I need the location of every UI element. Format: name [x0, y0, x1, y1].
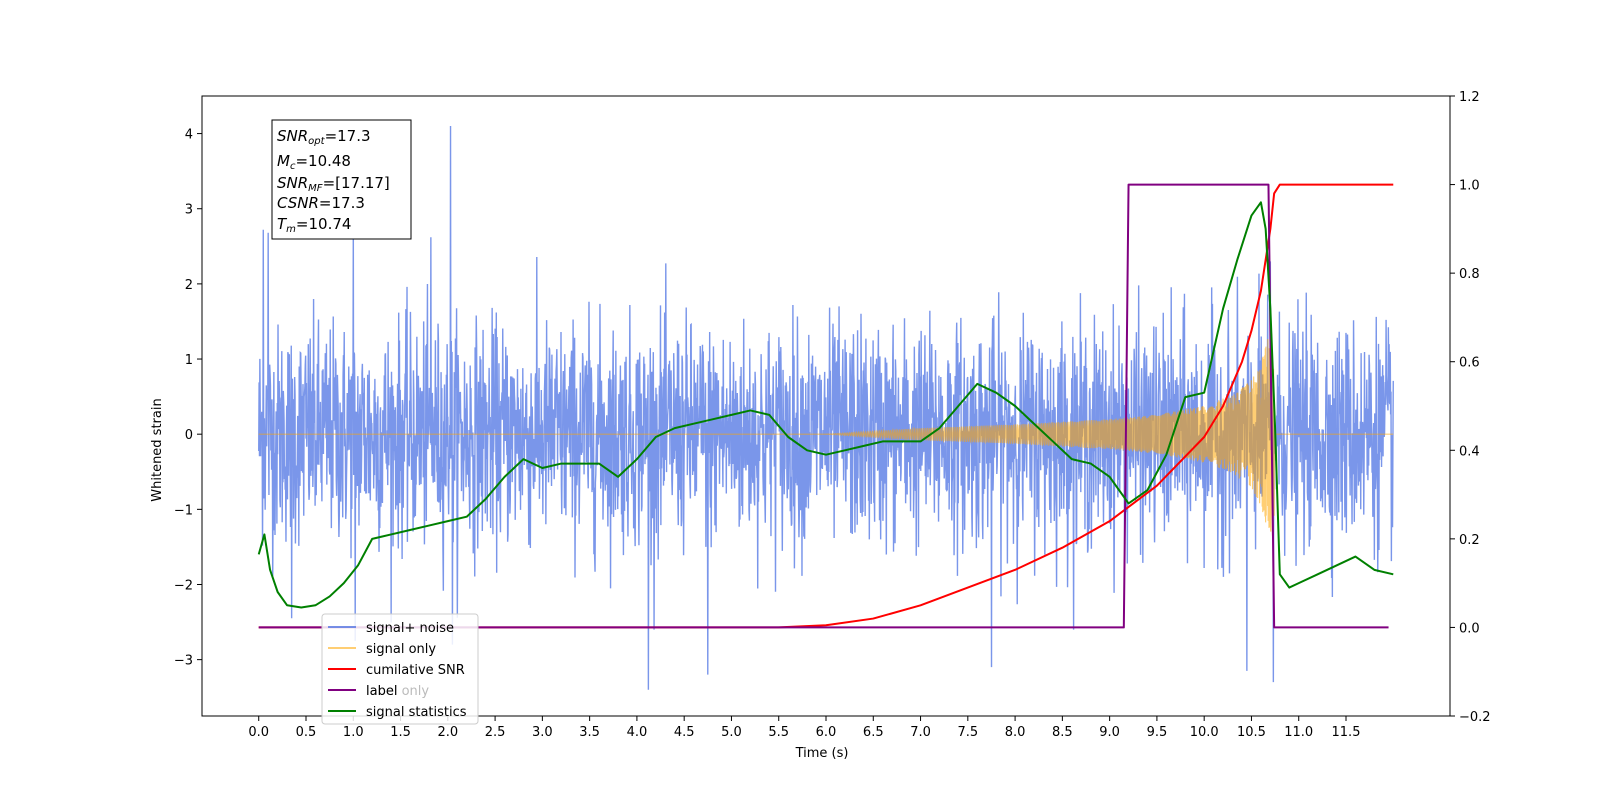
x-tick-label: 7.5	[957, 725, 978, 740]
series-signal-only	[258, 333, 1394, 538]
svg-text:label: label	[366, 684, 397, 699]
legend-entry-signal-noise: signal+ noise	[328, 621, 454, 636]
legend-overlapped-text: label only	[366, 684, 429, 699]
info-mc: Mc=10.48	[277, 152, 351, 172]
x-tick-label: 11.5	[1332, 725, 1361, 740]
y2-tick-label: 1.0	[1459, 179, 1480, 194]
y2-tick-label: 0.2	[1459, 533, 1480, 548]
y2-tick-label: 0.8	[1459, 267, 1480, 282]
legend-entry-cumulative-snr: cumilative SNR	[328, 663, 465, 678]
y-tick-label: 1	[185, 353, 193, 368]
y-tick-label: 0	[185, 428, 193, 443]
y-tick-label: 3	[185, 203, 193, 218]
x-tick-label: 8.0	[1005, 725, 1026, 740]
x-tick-label: 6.5	[863, 725, 884, 740]
x-tick-label: 0.5	[296, 725, 317, 740]
x-tick-label: 11.0	[1284, 725, 1313, 740]
x-tick-label: 2.0	[437, 725, 458, 740]
y-axis-right: −0.2 0.0 0.2 0.4 0.6 0.8 1.0 1.2	[1450, 90, 1491, 725]
info-snr-mf: SNRMF=[17.17]	[277, 174, 390, 194]
legend-entry-signal-only: signal only	[328, 642, 436, 657]
y-tick-label: 2	[185, 278, 193, 293]
y-tick-label: −2	[174, 578, 193, 593]
svg-text:signal statistics: signal statistics	[366, 705, 467, 720]
legend-entry-label: label only label	[328, 684, 429, 699]
y2-tick-label: 1.2	[1459, 90, 1480, 105]
y-tick-label: −1	[174, 503, 193, 518]
y-tick-label: 4	[185, 128, 193, 143]
info-box: SNRopt=17.3 Mc=10.48 SNRMF=[17.17] CSNR=…	[271, 119, 412, 240]
x-axis: 0.0 0.5 1.0 1.5 2.0 2.5 3.0 3.5 4.0 4.5 5.0 5.5 6.0 6…	[248, 716, 1360, 740]
info-tm: Tm=10.74	[277, 215, 351, 235]
y-axis-label: Whitened strain	[150, 398, 165, 501]
info-snr-opt: SNRopt=17.3	[277, 127, 371, 147]
y2-tick-label: 0.4	[1459, 444, 1480, 459]
x-tick-label: 3.0	[532, 725, 553, 740]
y-axis-left: −3 −2 −1 0 1 2 3 4	[174, 128, 202, 669]
x-tick-label: 5.5	[768, 725, 789, 740]
x-tick-label: 0.0	[248, 725, 269, 740]
y2-tick-label: −0.2	[1459, 710, 1491, 725]
legend: signal+ noise signal only cumilative SNR…	[321, 613, 479, 725]
x-tick-label: 1.0	[343, 725, 364, 740]
series-signal-statistics	[257, 201, 1394, 609]
x-tick-label: 9.0	[1099, 725, 1120, 740]
x-tick-label: 2.5	[485, 725, 506, 740]
x-tick-label: 3.5	[579, 725, 600, 740]
svg-text:signal only: signal only	[366, 642, 436, 657]
x-tick-label: 10.5	[1237, 725, 1266, 740]
y2-tick-label: 0.0	[1459, 621, 1480, 636]
x-tick-label: 5.0	[721, 725, 742, 740]
svg-text:signal+ noise: signal+ noise	[366, 621, 454, 636]
y-tick-label: −3	[174, 654, 193, 669]
x-tick-label: 4.0	[627, 725, 648, 740]
series-label	[258, 183, 1389, 629]
series-signal-noise	[258, 126, 1394, 690]
x-tick-label: 6.0	[816, 725, 837, 740]
x-tick-label: 10.0	[1190, 725, 1219, 740]
x-tick-label: 7.0	[910, 725, 931, 740]
x-tick-label: 8.5	[1052, 725, 1073, 740]
x-tick-label: 1.5	[390, 725, 411, 740]
x-tick-label: 4.5	[674, 725, 695, 740]
info-csnr: CSNR=17.3	[277, 194, 365, 212]
legend-entry-signal-statistics: signal statistics	[328, 705, 467, 720]
x-tick-label: 9.5	[1147, 725, 1168, 740]
y2-tick-label: 0.6	[1459, 356, 1480, 371]
x-axis-label: Time (s)	[795, 746, 849, 761]
svg-text:cumilative SNR: cumilative SNR	[366, 663, 465, 678]
